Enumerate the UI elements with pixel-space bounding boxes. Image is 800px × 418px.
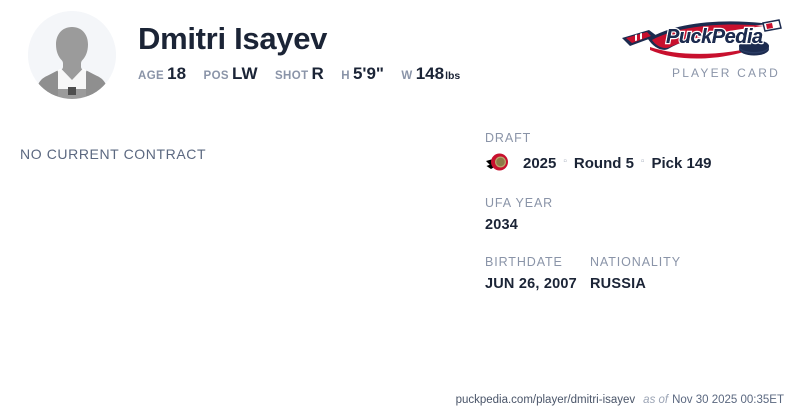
svg-text:PuckPedia: PuckPedia <box>666 26 763 48</box>
stat-weight: W 148lbs <box>401 63 460 87</box>
stat-height: H 5'9" <box>341 63 384 87</box>
birthdate-group: BIRTHDATE JUN 26, 2007 <box>485 255 590 292</box>
draft-group: DRAFT 2025 ▫ Round 5 ▫ <box>485 131 785 174</box>
stat-position-label: POS <box>203 70 229 82</box>
stat-position: POS LW <box>204 63 258 87</box>
draft-separator-2: ▫ <box>640 155 645 167</box>
stat-position-value: LW <box>232 64 258 83</box>
draft-year: 2025 <box>523 154 557 172</box>
stat-weight-value: 148 <box>415 64 445 83</box>
svg-text:PuckPedia: PuckPedia <box>666 26 763 48</box>
info-column: DRAFT 2025 ▫ Round 5 ▫ <box>485 131 785 292</box>
source-url[interactable]: puckpedia.com/player/dmitri-isayev <box>455 394 636 406</box>
ufa-year-value: 2034 <box>485 217 519 233</box>
puckpedia-logo-icon: PuckPedia PuckPedia <box>622 19 782 59</box>
nationality-group: NATIONALITY RUSSIA <box>590 255 750 292</box>
draft-line: 2025 ▫ Round 5 ▫ Pick 149 <box>485 152 785 174</box>
stat-height-value: 5'9" <box>352 64 384 83</box>
footer: puckpedia.com/player/dmitri-isayev as of N… <box>456 394 784 406</box>
nationality-value: RUSSIA <box>590 276 646 292</box>
page-title: Dmitri Isayev <box>138 21 328 56</box>
draft-separator-1: ▫ <box>563 155 567 167</box>
nationality-label: NATIONALITY <box>590 255 681 269</box>
contract-status: NO CURRENT CONTRACT <box>20 146 207 162</box>
ufa-year-group: UFA YEAR 2034 <box>485 196 785 233</box>
stat-weight-suffix: lbs <box>445 70 461 82</box>
birth-nationality-group: BIRTHDATE JUN 26, 2007 NATIONALITY RUSSI… <box>485 255 785 292</box>
brand-block: PuckPedia PuckPedia PLAYER CARD <box>612 14 782 80</box>
brand-subtitle: PLAYER CARD <box>671 66 780 80</box>
player-stats-row: AGE 18 POS LW SHOT R H 5'9" W 148lbs <box>138 63 460 87</box>
player-silhouette-icon <box>28 11 116 99</box>
ufa-year-label: UFA YEAR <box>485 196 554 210</box>
senators-logo-icon <box>485 152 509 174</box>
birthdate-label: BIRTHDATE <box>485 255 563 269</box>
stat-age-value: 18 <box>167 64 187 83</box>
stat-shot: SHOT R <box>275 63 324 87</box>
stat-shot-label: SHOT <box>274 70 309 82</box>
stat-shot-value: R <box>311 64 324 83</box>
stat-age-label: AGE <box>138 70 165 82</box>
as-of-label: as of <box>643 394 669 406</box>
stat-weight-label: W <box>401 70 413 82</box>
draft-label: DRAFT <box>485 131 532 145</box>
avatar <box>28 11 116 99</box>
draft-pick: Pick 149 <box>651 154 712 172</box>
stat-height-label: H <box>341 70 350 82</box>
birthdate-value: JUN 26, 2007 <box>485 276 577 292</box>
draft-round: Round 5 <box>573 154 634 172</box>
stat-age: AGE 18 <box>138 63 186 87</box>
timestamp: Nov 30 2025 00:35ET <box>672 394 784 406</box>
